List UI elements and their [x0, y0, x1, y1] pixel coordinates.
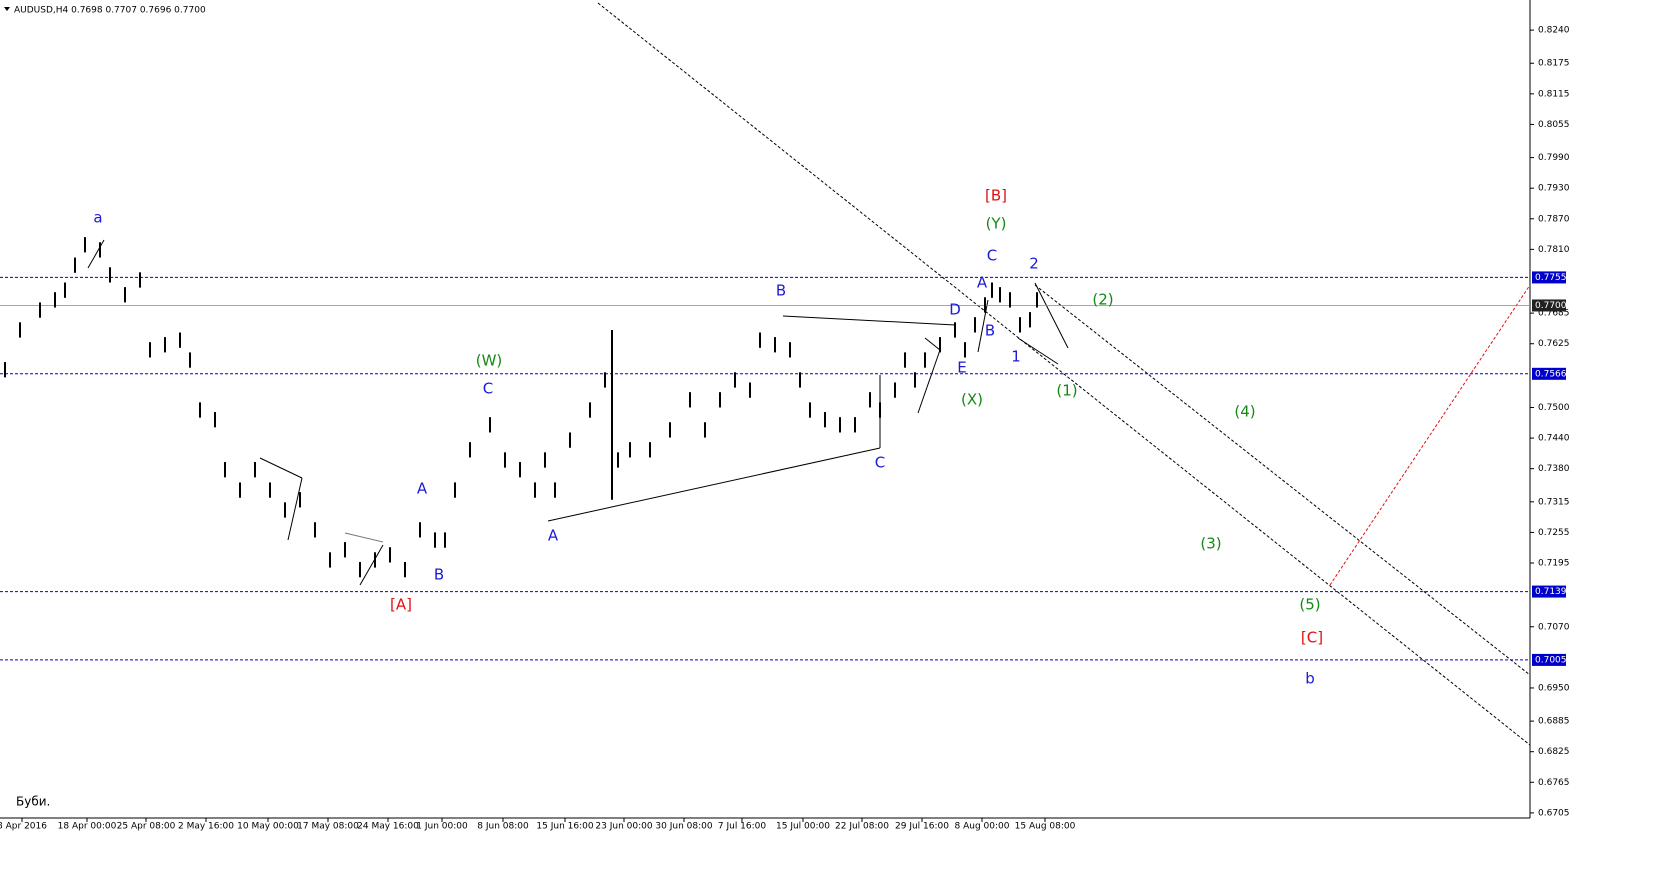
x-tick-label: 8 Aug 00:00 [955, 822, 1010, 832]
y-tick-label: 0.7440 [1538, 434, 1570, 444]
x-tick-label: 25 Apr 08:00 [117, 822, 176, 832]
y-tick-label: 0.6825 [1538, 747, 1570, 757]
wave-label: A [548, 527, 559, 545]
wave-label: (4) [1234, 403, 1255, 421]
wave-label: (X) [961, 391, 983, 409]
y-tick-label: 0.7500 [1538, 403, 1570, 413]
y-tick-label: 0.6705 [1538, 808, 1570, 818]
wave-label: [C] [1301, 629, 1323, 647]
projection-line [1329, 284, 1531, 586]
wave-label: (1) [1056, 382, 1077, 400]
wave-label: A [417, 480, 428, 498]
x-tick-label: 29 Jul 16:00 [895, 822, 949, 832]
x-tick-label: 24 May 16:00 [357, 822, 419, 832]
level-box [1532, 299, 1566, 312]
level-label: 0.7566 [1535, 369, 1567, 379]
y-tick-label: 0.6950 [1538, 683, 1570, 693]
level-label: 0.7755 [1535, 273, 1567, 283]
y-tick-label: 0.7625 [1538, 339, 1570, 349]
level-box [1532, 367, 1566, 380]
x-tick-label: 15 Aug 08:00 [1015, 822, 1076, 832]
x-tick-label: 10 May 00:00 [237, 822, 299, 832]
wave-label: (Y) [986, 215, 1007, 233]
wave-line [782, 315, 956, 326]
x-tick-label: 7 Jul 16:00 [718, 822, 767, 832]
wave-label: [B] [985, 187, 1007, 205]
wave-line [917, 349, 941, 414]
level-label: 0.7700 [1535, 301, 1567, 311]
wave-label: C [875, 454, 885, 472]
wave-line [287, 477, 303, 541]
wave-label: C [483, 380, 493, 398]
wave-label: 2 [1029, 255, 1039, 273]
header-arrow [4, 7, 10, 11]
wave-line [977, 299, 989, 353]
y-tick-label: 0.7810 [1538, 245, 1570, 255]
wave-label: B [985, 322, 995, 340]
wave-line [547, 447, 881, 522]
level-box [1532, 585, 1566, 598]
y-tick-label: 0.7990 [1538, 153, 1570, 163]
wave-line [359, 544, 384, 586]
y-tick-label: 0.6885 [1538, 717, 1570, 727]
y-tick-label: 0.7315 [1538, 497, 1570, 507]
wave-label: A [977, 274, 988, 292]
wave-label: B [434, 566, 444, 584]
level-box [1532, 653, 1566, 666]
y-tick-label: 0.8055 [1538, 120, 1570, 130]
y-tick-label: 0.7930 [1538, 184, 1570, 194]
x-tick-label: 17 May 08:00 [297, 822, 359, 832]
wave-line [1034, 282, 1069, 349]
wave-label: a [93, 209, 102, 227]
wave-label: (3) [1200, 535, 1221, 553]
wave-label: (W) [476, 352, 503, 370]
wave-line [259, 457, 303, 479]
wave-label: b [1305, 670, 1315, 688]
x-tick-label: 8 Apr 2016 [0, 822, 47, 832]
x-tick-label: 18 Apr 00:00 [58, 822, 117, 832]
wave-label: C [987, 247, 997, 265]
level-label: 0.7005 [1535, 655, 1567, 665]
x-tick-label: 30 Jun 08:00 [655, 822, 712, 832]
level-box [1532, 271, 1566, 284]
header: AUDUSD,H4 0.7698 0.7707 0.7696 0.7700 [14, 6, 206, 16]
y-tick-label: 0.7870 [1538, 214, 1570, 224]
wave-label: 1 [1011, 348, 1021, 366]
wave-label: D [949, 301, 961, 319]
wave-line [1017, 337, 1059, 365]
x-tick-label: 23 Jun 00:00 [595, 822, 652, 832]
channel-line [1034, 284, 1531, 676]
x-tick-label: 15 Jul 00:00 [776, 822, 830, 832]
y-tick-label: 0.6765 [1538, 778, 1570, 788]
wave-line [87, 239, 105, 269]
level-label: 0.7139 [1535, 587, 1567, 597]
y-tick-label: 0.8175 [1538, 59, 1570, 69]
wave-label: B [776, 282, 786, 300]
y-tick-label: 0.7255 [1538, 528, 1570, 538]
wave-line [924, 337, 941, 351]
wave-line [344, 532, 384, 543]
x-tick-label: 2 May 16:00 [178, 822, 234, 832]
x-tick-label: 15 Jun 16:00 [536, 822, 593, 832]
y-tick-label: 0.7685 [1538, 309, 1570, 319]
y-tick-label: 0.8240 [1538, 26, 1570, 36]
wave-label: [A] [390, 596, 412, 614]
y-tick-label: 0.7070 [1538, 622, 1570, 632]
y-tick-label: 0.7380 [1538, 464, 1570, 474]
wave-label: (2) [1092, 291, 1113, 309]
x-tick-label: 1 Jun 00:00 [416, 822, 468, 832]
x-tick-label: 22 Jul 08:00 [835, 822, 889, 832]
y-tick-label: 0.7195 [1538, 559, 1570, 569]
x-tick-label: 8 Jun 08:00 [477, 822, 529, 832]
channel-line [597, 2, 1531, 746]
wave-label: (5) [1299, 596, 1320, 614]
wave-label: E [957, 359, 966, 377]
footer-note: Буби. [16, 795, 50, 809]
y-tick-label: 0.8115 [1538, 89, 1570, 99]
